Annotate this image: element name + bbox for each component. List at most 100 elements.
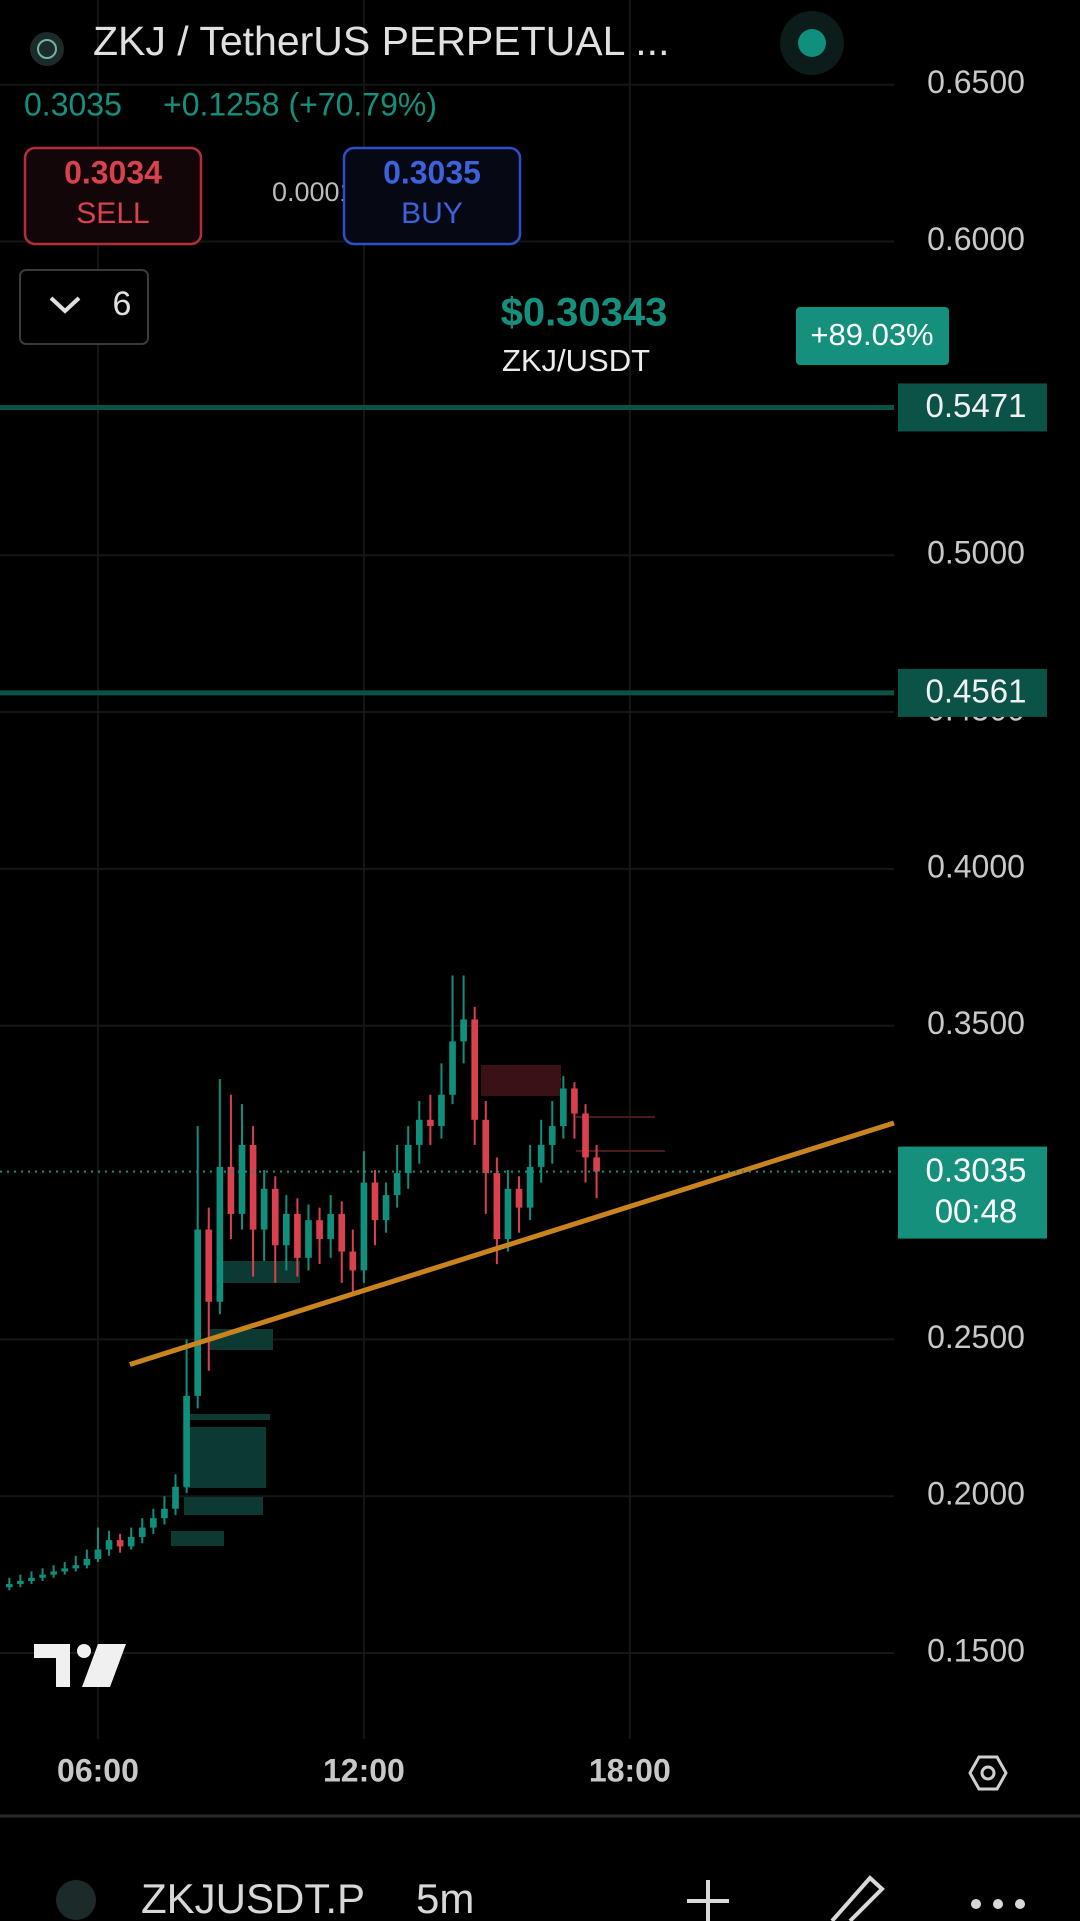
- candle-body: [482, 1119, 490, 1174]
- y-tick-label: 0.2000: [927, 1476, 1025, 1512]
- candle-body: [283, 1213, 290, 1246]
- candle-countdown: 00:48: [935, 1192, 1018, 1229]
- x-tick-label: 06:00: [57, 1752, 139, 1788]
- price-line-label-box: [898, 383, 1047, 432]
- candle-body: [138, 1527, 146, 1537]
- order-zone: [184, 1414, 270, 1420]
- candle-body: [105, 1540, 113, 1550]
- footer-symbol[interactable]: ZKJUSDT.P: [141, 1875, 365, 1921]
- spread: 0.0001: [272, 177, 355, 207]
- candle-body: [271, 1188, 279, 1246]
- candle-body: [349, 1251, 357, 1271]
- order-zone: [184, 1497, 263, 1515]
- status-dot: [798, 29, 826, 57]
- candle-body: [39, 1574, 46, 1578]
- candle-body: [404, 1144, 412, 1174]
- candle-body: [205, 1229, 213, 1302]
- candle-body: [227, 1166, 235, 1214]
- ticker-change-badge: [796, 307, 949, 365]
- current-price-label: 0.3035: [926, 1151, 1027, 1188]
- add-button[interactable]: [687, 1880, 729, 1921]
- candle-body: [504, 1188, 512, 1240]
- candle-body: [305, 1220, 312, 1258]
- candle-body: [526, 1166, 534, 1208]
- more-dot: [993, 1899, 1003, 1909]
- indicators-count: 6: [113, 285, 132, 323]
- candle-body: [438, 1094, 445, 1127]
- buy-button[interactable]: [342, 146, 522, 246]
- more-button[interactable]: [971, 1899, 1025, 1909]
- y-tick-label: 0.6000: [927, 221, 1025, 257]
- logo-part: [82, 1644, 126, 1687]
- price-line-label: 0.5471: [926, 387, 1027, 424]
- logo-part: [34, 1644, 70, 1687]
- candle-body: [449, 1041, 456, 1095]
- more-dot: [1015, 1899, 1025, 1909]
- candle-body: [371, 1182, 379, 1221]
- y-tick-label: 0.5000: [927, 535, 1025, 571]
- more-dot: [971, 1899, 981, 1909]
- candle-body: [249, 1144, 257, 1230]
- candle-body: [338, 1213, 346, 1252]
- price-change: +0.1258 (+70.79%): [163, 86, 437, 122]
- order-zone: [184, 1427, 266, 1488]
- y-tick-label: 0.2500: [927, 1319, 1025, 1355]
- last-price: 0.3035: [24, 86, 122, 122]
- candle-body: [360, 1182, 368, 1271]
- candle-body: [194, 1229, 202, 1396]
- candle-body: [294, 1213, 301, 1258]
- settings-icon-center: [980, 1765, 996, 1781]
- candle-body: [216, 1166, 224, 1302]
- ticker-change: +89.03%: [810, 317, 933, 352]
- footer-interval[interactable]: 5m: [416, 1875, 474, 1921]
- price-line-label: 0.4561: [926, 673, 1027, 710]
- indicators-toggle[interactable]: [19, 269, 149, 345]
- supply-zone: [481, 1065, 561, 1096]
- candle-body: [172, 1486, 179, 1509]
- candle-body: [260, 1188, 268, 1230]
- logo-part: [77, 1644, 91, 1658]
- candle-body: [116, 1540, 124, 1547]
- candle-body: [127, 1536, 135, 1547]
- buy-label: BUY: [401, 197, 463, 230]
- candle-body: [460, 1019, 467, 1042]
- buy-price: 0.3035: [383, 154, 481, 190]
- plot-area: [0, 0, 895, 1739]
- candle-body: [515, 1188, 523, 1208]
- x-tick-label: 18:00: [589, 1752, 671, 1788]
- order-zone: [220, 1261, 300, 1283]
- candle-body: [548, 1126, 556, 1145]
- candle-body: [415, 1119, 423, 1145]
- y-tick-label: 0.6500: [927, 64, 1025, 100]
- candle-body: [161, 1508, 168, 1519]
- symbol-title[interactable]: ZKJ / TetherUS PERPETUAL ...: [93, 18, 669, 64]
- candle-body: [28, 1577, 35, 1581]
- ticker-price: $0.30343: [501, 291, 668, 335]
- symbol-logo-mark: [37, 39, 57, 59]
- candle-body: [471, 1019, 479, 1120]
- candle-body: [537, 1144, 545, 1167]
- y-tick-label: 0.4000: [927, 848, 1025, 884]
- sell-label: SELL: [76, 197, 149, 230]
- order-zone: [208, 1329, 273, 1350]
- candle-body: [560, 1088, 567, 1127]
- candle-body: [50, 1571, 57, 1575]
- draw-button[interactable]: [830, 1875, 885, 1921]
- current-price-label-box: [898, 1146, 1047, 1239]
- candle-body: [83, 1558, 91, 1566]
- settings-icon[interactable]: [968, 1755, 1008, 1791]
- candle-body: [17, 1580, 24, 1585]
- symbol-logo: [30, 32, 64, 66]
- price-line-label-box: [898, 668, 1047, 717]
- candle-body: [493, 1173, 501, 1240]
- candle-body: [94, 1549, 102, 1559]
- candle-body: [427, 1119, 434, 1127]
- candle-body: [593, 1157, 600, 1172]
- sell-button[interactable]: [23, 146, 203, 246]
- candle-body: [393, 1173, 401, 1196]
- candle-body: [238, 1144, 246, 1214]
- candle-body: [5, 1584, 13, 1588]
- candle-body: [183, 1395, 190, 1487]
